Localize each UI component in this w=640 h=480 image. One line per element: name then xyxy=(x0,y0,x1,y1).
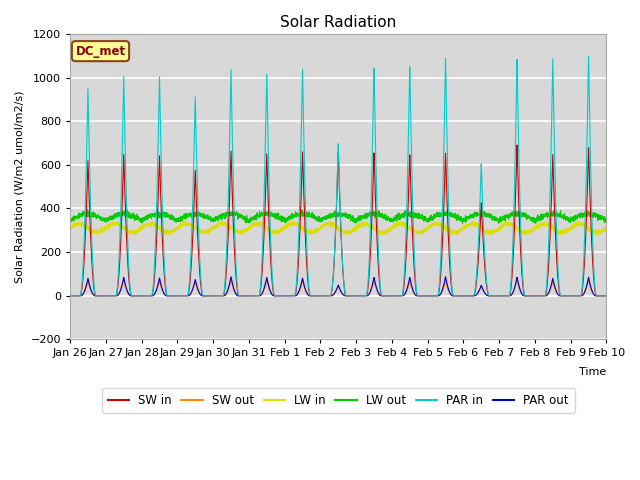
Line: SW in: SW in xyxy=(70,145,607,296)
SW out xyxy=(67,293,74,299)
LW in xyxy=(602,225,610,231)
PAR out xyxy=(602,293,610,299)
Y-axis label: Solar Radiation (W/m2 umol/m2/s): Solar Radiation (W/m2 umol/m2/s) xyxy=(15,90,25,283)
PAR in xyxy=(390,293,398,299)
Line: LW in: LW in xyxy=(70,221,607,235)
PAR out xyxy=(67,293,74,299)
LW in xyxy=(391,221,399,227)
SW in xyxy=(513,142,521,148)
SW out xyxy=(181,293,189,299)
PAR in xyxy=(181,293,189,299)
LW in xyxy=(603,225,611,231)
LW in xyxy=(358,218,365,224)
LW out xyxy=(67,218,74,224)
LW out xyxy=(603,217,611,223)
PAR in xyxy=(67,293,74,299)
LW in xyxy=(400,221,408,227)
SW out xyxy=(390,293,398,299)
LW out xyxy=(400,213,408,218)
SW out xyxy=(400,292,408,298)
SW in xyxy=(390,293,398,299)
SW out xyxy=(552,288,559,293)
SW in xyxy=(400,285,408,291)
PAR in xyxy=(603,293,611,299)
PAR in xyxy=(552,189,559,195)
Line: SW out: SW out xyxy=(70,280,607,296)
LW in xyxy=(67,225,74,230)
LW out xyxy=(181,214,189,220)
SW in xyxy=(552,234,559,240)
PAR out xyxy=(442,274,449,280)
LW out xyxy=(84,207,92,213)
PAR in xyxy=(400,280,408,286)
LW out xyxy=(216,214,224,220)
PAR out xyxy=(390,293,398,299)
LW out xyxy=(552,212,559,218)
Legend: SW in, SW out, LW in, LW out, PAR in, PAR out: SW in, SW out, LW in, LW out, PAR in, PA… xyxy=(102,388,575,413)
SW out xyxy=(216,293,224,299)
LW in xyxy=(166,232,173,238)
Line: LW out: LW out xyxy=(70,210,607,223)
SW in xyxy=(602,293,610,299)
PAR out xyxy=(603,293,611,299)
PAR out xyxy=(400,292,408,298)
SW in xyxy=(216,293,224,299)
LW out xyxy=(532,220,540,226)
PAR in xyxy=(216,293,224,299)
PAR in xyxy=(585,53,593,59)
Line: PAR out: PAR out xyxy=(70,277,607,296)
SW in xyxy=(603,293,611,299)
SW out xyxy=(602,293,610,299)
LW out xyxy=(602,217,610,223)
PAR out xyxy=(216,293,224,299)
Text: DC_met: DC_met xyxy=(76,45,125,58)
PAR out xyxy=(181,293,189,299)
X-axis label: Time: Time xyxy=(579,367,607,377)
SW in xyxy=(181,293,189,299)
SW out xyxy=(603,293,611,299)
LW out xyxy=(390,216,398,221)
LW in xyxy=(552,226,559,231)
LW in xyxy=(216,220,224,226)
Title: Solar Radiation: Solar Radiation xyxy=(280,15,396,30)
LW in xyxy=(181,220,189,226)
PAR out xyxy=(552,287,559,292)
Line: PAR in: PAR in xyxy=(70,56,607,296)
SW out xyxy=(513,277,521,283)
PAR in xyxy=(602,293,610,299)
SW in xyxy=(67,293,74,299)
